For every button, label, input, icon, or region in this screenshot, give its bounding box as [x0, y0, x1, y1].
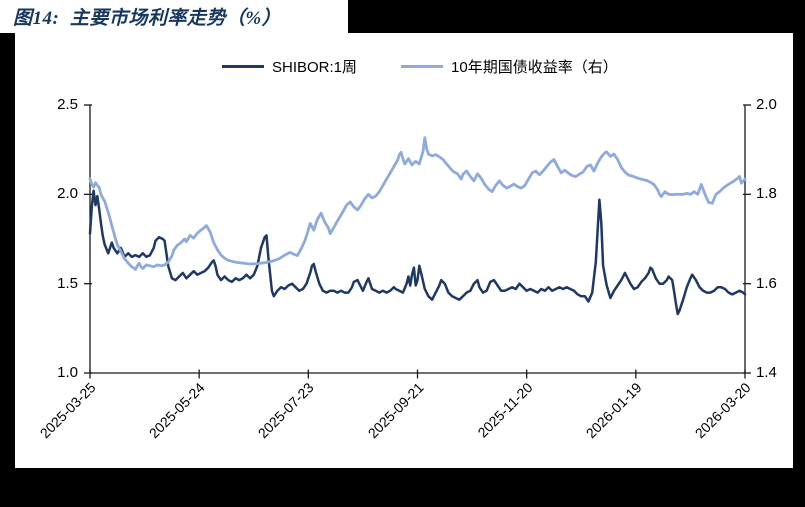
left-axis-tick-label: 2.0	[57, 185, 78, 203]
chart-card	[15, 33, 793, 468]
legend-item-shibor: SHIBOR:1周	[222, 56, 357, 77]
shibor-line-swatch-icon	[222, 65, 264, 68]
title-band	[0, 0, 348, 33]
legend-item-treasury: 10年期国债收益率（右）	[401, 56, 618, 77]
right-axis-tick-label: 2.0	[756, 96, 777, 113]
right-axis-tick-label: 1.4	[756, 364, 777, 381]
chart-legend: SHIBOR:1周 10年期国债收益率（右）	[222, 56, 618, 77]
legend-label-treasury: 10年期国债收益率（右）	[451, 59, 618, 76]
right-axis-tick-label: 1.8	[756, 185, 777, 203]
treasury-line-swatch-icon	[401, 65, 444, 68]
left-axis-tick-label: 2.5	[57, 96, 78, 113]
shibor-line	[88, 189, 747, 316]
left-axis-tick-label: 1.5	[57, 274, 78, 292]
right-axis-tick-label: 1.6	[756, 274, 777, 292]
legend-label-shibor: SHIBOR:1周	[272, 59, 358, 76]
left-axis-tick-label: 1.0	[57, 364, 78, 381]
figure-title: 图14: 主要市场利率走势（%）	[13, 8, 282, 29]
treasury-line	[88, 136, 747, 271]
